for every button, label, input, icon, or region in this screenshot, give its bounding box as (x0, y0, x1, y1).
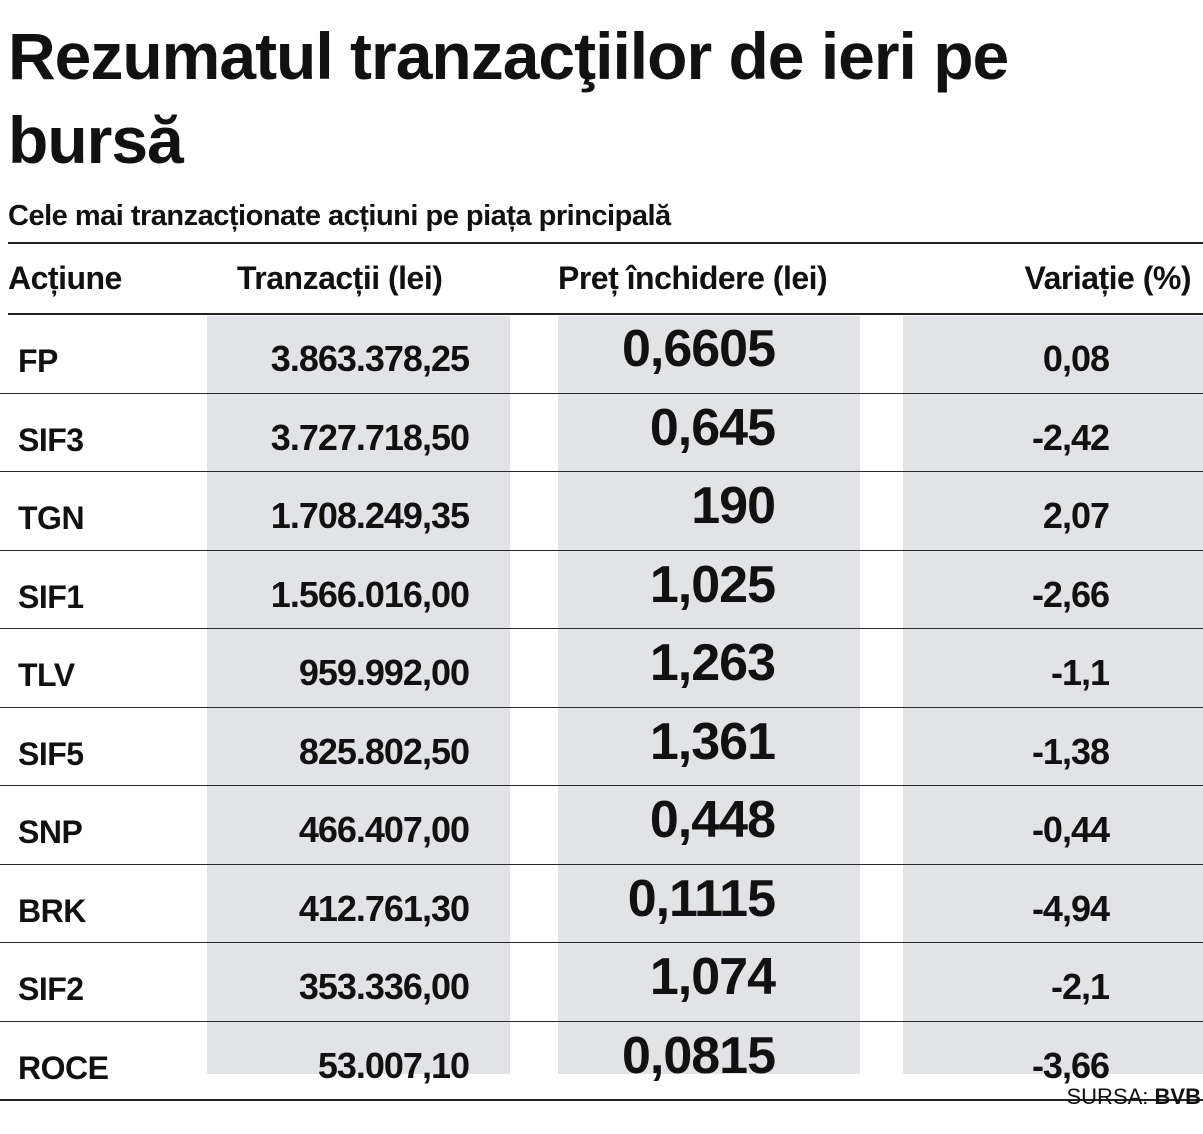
table-row: SIF2 353.336,00 1,074 -2,1 (0, 943, 1203, 1022)
change-cell: -3,66 (1031, 1044, 1110, 1086)
table-header: Acțiune Tranzacții (lei) Preț închidere … (0, 250, 1203, 308)
trades-cell: 1.708.249,35 (270, 495, 470, 536)
close-price-cell: 0,6605 (621, 320, 776, 378)
trades-cell: 3.727.718,50 (270, 416, 470, 458)
symbol-cell: SNP (18, 814, 83, 850)
trades-cell: 3.863.378,25 (270, 338, 470, 379)
trades-cell: 412.761,30 (298, 887, 470, 929)
change-cell: 0,08 (1042, 338, 1110, 379)
table-row: SNP 466.407,00 0,448 -0,44 (0, 786, 1203, 865)
column-header-symbol: Acțiune (8, 260, 122, 296)
change-cell: -1,38 (1031, 730, 1110, 772)
change-cell: -2,1 (1050, 966, 1110, 1007)
table-row: SIF5 825.802,50 1,361 -1,38 (0, 708, 1203, 786)
page-title: Rezumatul tranzacţiilor de ieri pe bursă (8, 19, 1009, 177)
symbol-cell: TLV (18, 657, 75, 693)
close-price-cell: 190 (691, 477, 776, 535)
column-header-close-price: Preț închidere (lei) (558, 260, 828, 296)
close-price-cell: 1,074 (649, 948, 776, 1006)
symbol-cell: SIF2 (18, 971, 84, 1007)
column-header-change: Variație (%) (1024, 260, 1191, 296)
close-price-cell: 0,1115 (627, 869, 776, 928)
trades-column-shade (207, 316, 510, 1074)
column-header-trades: Tranzacții (lei) (237, 260, 443, 296)
close-price-cell: 0,645 (649, 398, 776, 457)
table-row: FP 3.863.378,25 0,6605 0,08 (0, 315, 1203, 394)
trades-cell: 53.007,10 (317, 1044, 470, 1086)
change-cell: 2,07 (1042, 495, 1110, 536)
close-price-cell: 1,025 (649, 555, 776, 614)
change-cell: -4,94 (1031, 887, 1110, 929)
table-row: TGN 1.708.249,35 190 2,07 (0, 472, 1203, 551)
table-body: FP 3.863.378,25 0,6605 0,08 SIF3 3.727.7… (0, 315, 1203, 1101)
table-row: ROCE 53.007,10 0,0815 -3,66 (0, 1022, 1203, 1101)
top-divider (8, 242, 1203, 244)
trades-cell: 466.407,00 (298, 809, 470, 850)
header-divider (8, 313, 1203, 315)
source-credit: SURSA: BVB (1067, 1082, 1202, 1112)
symbol-cell: TGN (18, 500, 85, 536)
change-cell: -2,66 (1031, 573, 1110, 615)
close-price-cell: 0,0815 (621, 1026, 776, 1085)
close-price-cell: 0,448 (649, 791, 776, 849)
table-subtitle: Cele mai tranzacționate acțiuni pe piața… (8, 200, 671, 232)
close-price-column-shade (558, 316, 860, 1074)
symbol-cell: BRK (18, 892, 86, 929)
symbol-cell: ROCE (18, 1049, 109, 1086)
source-name: BVB (1154, 1084, 1201, 1109)
symbol-cell: SIF3 (18, 421, 84, 458)
table-row: SIF3 3.727.718,50 0,645 -2,42 (0, 394, 1203, 472)
close-price-cell: 1,263 (649, 634, 776, 692)
change-cell: -1,1 (1050, 652, 1110, 693)
symbol-cell: SIF5 (18, 735, 84, 772)
table-row: TLV 959.992,00 1,263 -1,1 (0, 629, 1203, 708)
table-row: BRK 412.761,30 0,1115 -4,94 (0, 865, 1203, 943)
change-cell: -0,44 (1031, 809, 1110, 850)
change-column-shade (903, 316, 1203, 1074)
symbol-cell: SIF1 (18, 578, 84, 615)
trades-cell: 353.336,00 (298, 966, 470, 1007)
trades-cell: 1.566.016,00 (270, 573, 470, 615)
change-cell: -2,42 (1031, 416, 1110, 458)
trades-cell: 959.992,00 (298, 652, 470, 693)
trades-cell: 825.802,50 (298, 730, 470, 772)
symbol-cell: FP (18, 343, 58, 379)
source-label: SURSA: (1066, 1084, 1149, 1109)
close-price-cell: 1,361 (649, 712, 776, 771)
table-row: SIF1 1.566.016,00 1,025 -2,66 (0, 551, 1203, 629)
